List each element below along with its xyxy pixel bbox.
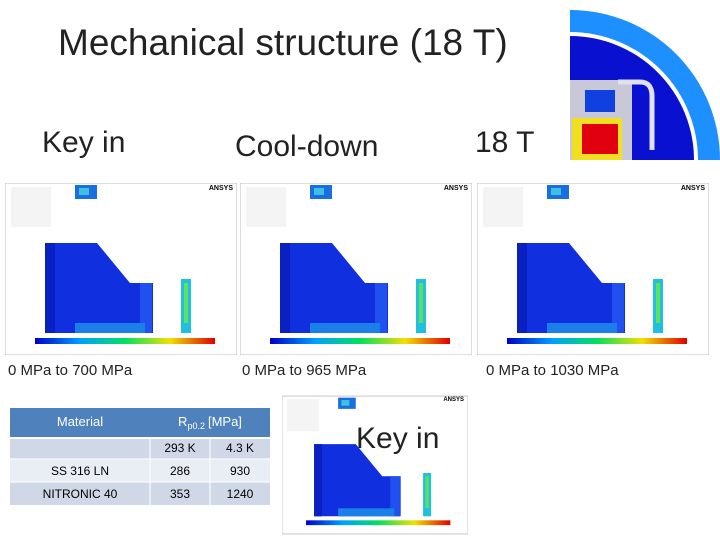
title: Mechanical structure (18 T) [58, 22, 508, 63]
fea-plot [477, 183, 709, 355]
table-header: Material [57, 414, 103, 429]
fea-plot [282, 395, 468, 535]
cell: 4.3 K [226, 441, 254, 455]
logo: ANSYS [444, 185, 468, 192]
cell: SS 316 LN [51, 464, 109, 478]
symbol: R [178, 414, 187, 429]
unit: [MPa] [208, 414, 242, 429]
logo: ANSYS [443, 397, 464, 403]
fea-plot [5, 183, 237, 355]
stress-range: 0 MPa to 700 MPa [8, 362, 133, 379]
stress-range: 0 MPa to 1030 MPa [486, 362, 619, 379]
inset-label: Key in [356, 422, 440, 455]
cell: NITRONIC 40 [43, 487, 118, 501]
stage-label: 18 T [475, 126, 535, 159]
cell: 353 [170, 487, 190, 501]
cell: 930 [230, 464, 250, 478]
table: Material Rp0.2 [MPa] 293 K 4.3 K SS 316 L… [10, 408, 270, 505]
logo: ANSYS [209, 185, 233, 192]
stress-range: 0 MPa to 965 MPa [242, 362, 367, 379]
cross-section [570, 10, 720, 160]
table-header: Rp0.2 [MPa] [178, 414, 242, 431]
fea-plot [240, 183, 472, 355]
subscript: p0.2 [187, 421, 205, 431]
cell: 293 K [164, 441, 195, 455]
logo: ANSYS [681, 185, 705, 192]
cell: 1240 [227, 487, 254, 501]
cell: 286 [170, 464, 190, 478]
stage-label: Key in [42, 126, 126, 159]
stage-label: Cool-down [235, 130, 379, 163]
